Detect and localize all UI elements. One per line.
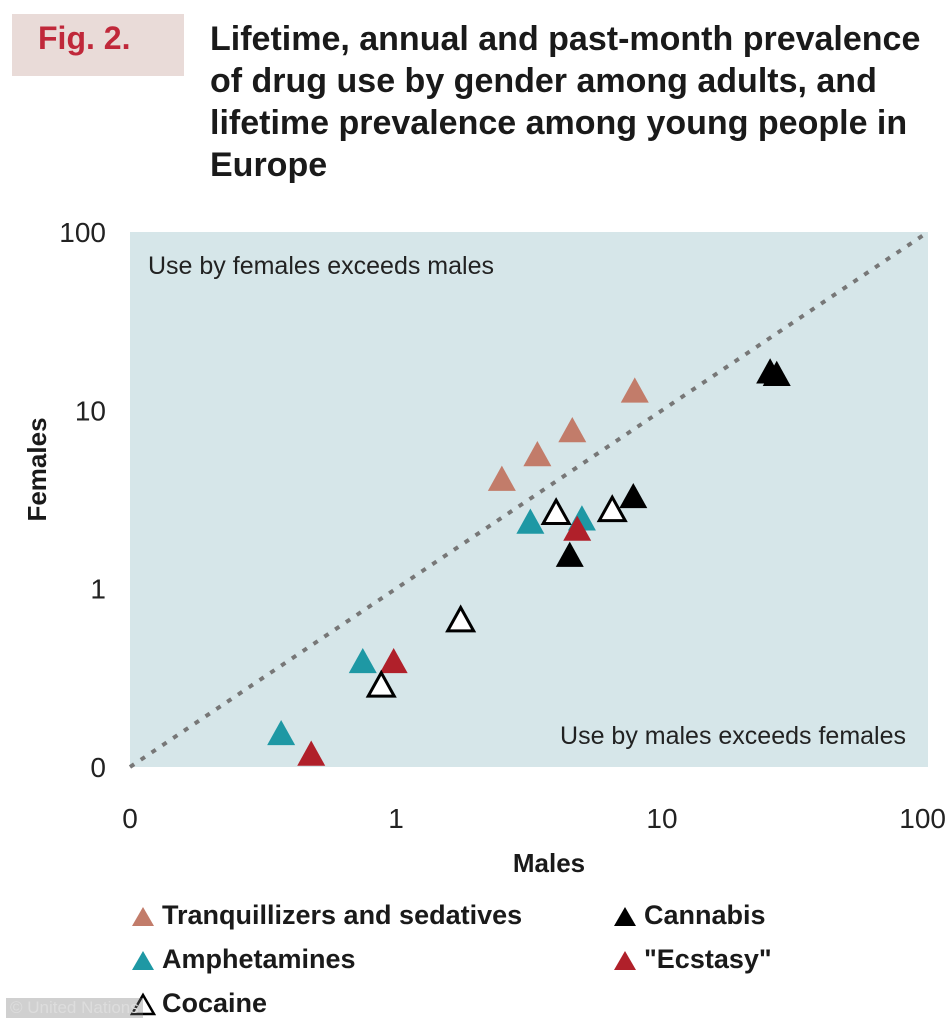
legend-item: Tranquillizers and sedatives bbox=[130, 900, 522, 931]
legend-label: "Ecstasy" bbox=[644, 944, 772, 974]
x-axis-title: Males bbox=[513, 848, 585, 878]
legend-item: "Ecstasy" bbox=[612, 944, 772, 975]
y-axis-title: Females bbox=[22, 417, 52, 521]
legend-triangle-icon bbox=[132, 950, 154, 970]
annotation-lower: Use by males exceeds females bbox=[560, 722, 906, 750]
data-point-amphetamines bbox=[348, 647, 377, 674]
data-point-cocaine bbox=[540, 497, 572, 526]
data-point-ecstasy bbox=[563, 515, 592, 541]
y-tick-label: 0 bbox=[90, 752, 106, 783]
legend-label: Tranquillizers and sedatives bbox=[162, 900, 523, 930]
legend-item: Cannabis bbox=[612, 900, 766, 931]
x-tick-label: 0 bbox=[122, 803, 138, 834]
scatter-chart: Use by females exceeds males Use by male… bbox=[22, 217, 946, 878]
image-credit: © United Nations bbox=[6, 998, 143, 1018]
y-tick-label: 1 bbox=[90, 574, 106, 605]
data-point-cocaine bbox=[445, 604, 477, 633]
data-point-amphetamines bbox=[267, 719, 296, 746]
data-point-ecstasy bbox=[297, 740, 326, 766]
data-point-tranquillizers-and-sedatives bbox=[558, 416, 587, 443]
data-point-cannabis bbox=[555, 541, 584, 567]
y-tick-label: 100 bbox=[59, 217, 106, 248]
figure-label-badge bbox=[12, 14, 184, 76]
y-axis-ticks: 0 1 10 100 bbox=[59, 217, 106, 783]
legend-triangle-icon bbox=[130, 992, 156, 1015]
y-tick-label: 10 bbox=[75, 395, 106, 426]
legend-label: Cocaine bbox=[162, 988, 268, 1018]
x-tick-label: 1 bbox=[388, 803, 404, 834]
data-point-cannabis bbox=[762, 360, 791, 386]
x-tick-label: 100 bbox=[899, 803, 946, 834]
chart-title: Lifetime, annual and past-month prevalen… bbox=[210, 20, 921, 184]
legend-label: Amphetamines bbox=[162, 944, 356, 974]
legend-triangle-icon bbox=[132, 906, 154, 926]
data-point-tranquillizers-and-sedatives bbox=[620, 377, 649, 403]
x-axis-ticks: 0 1 10 100 bbox=[122, 803, 946, 834]
data-point-amphetamines bbox=[516, 508, 545, 534]
data-points bbox=[267, 358, 791, 766]
data-point-cannabis bbox=[619, 482, 648, 509]
data-point-cocaine bbox=[365, 669, 397, 698]
legend-triangle-icon bbox=[614, 906, 636, 926]
x-tick-label: 10 bbox=[646, 803, 677, 834]
diagonal-reference-line bbox=[128, 230, 930, 769]
figure-label: Fig. 2. bbox=[38, 20, 131, 56]
data-point-ecstasy bbox=[379, 647, 408, 674]
data-point-tranquillizers-and-sedatives bbox=[487, 465, 516, 491]
legend-label: Cannabis bbox=[644, 900, 766, 930]
data-point-tranquillizers-and-sedatives bbox=[523, 441, 552, 467]
annotation-upper: Use by females exceeds males bbox=[148, 252, 494, 280]
legend-triangle-icon bbox=[614, 950, 636, 970]
legend-item: Cocaine bbox=[130, 988, 267, 1019]
legend-item: Amphetamines bbox=[130, 944, 356, 975]
data-point-cocaine bbox=[596, 494, 628, 523]
